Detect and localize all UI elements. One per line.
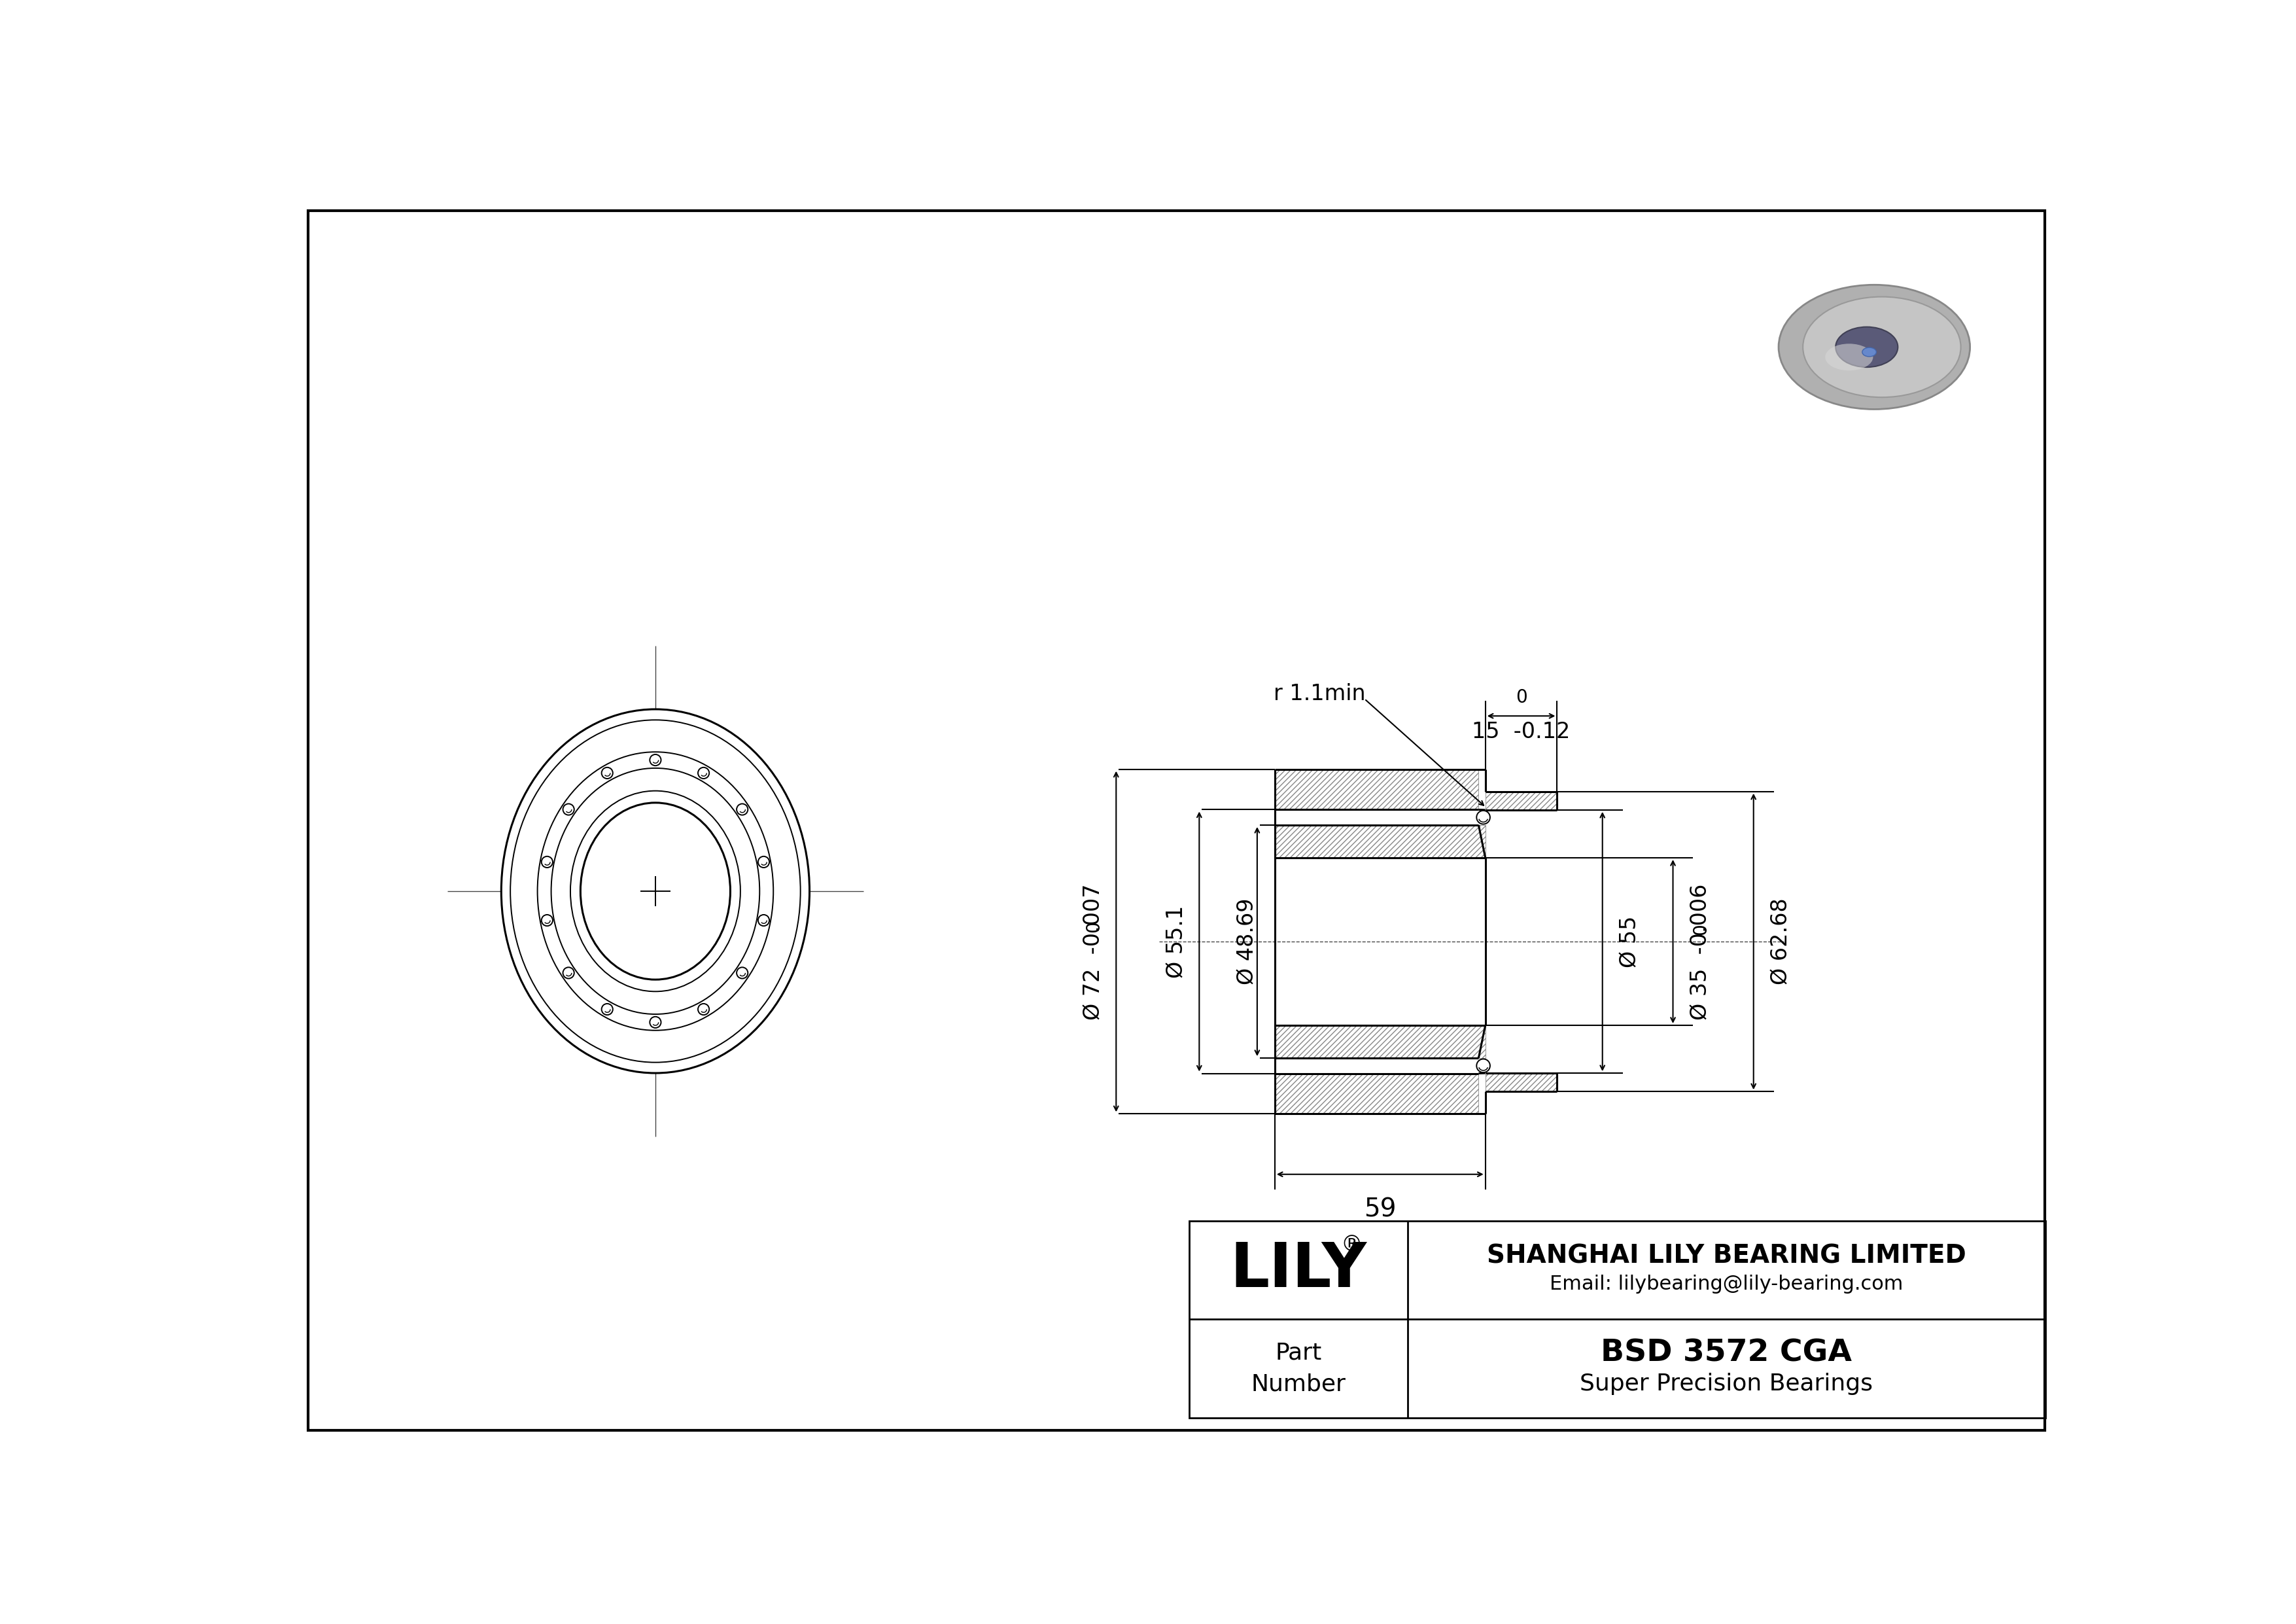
Circle shape: [737, 804, 748, 815]
Ellipse shape: [1835, 326, 1899, 367]
Ellipse shape: [1779, 284, 1970, 409]
Text: Super Precision Bearings: Super Precision Bearings: [1580, 1372, 1874, 1395]
Circle shape: [542, 856, 553, 867]
Ellipse shape: [1862, 348, 1876, 357]
Text: 59: 59: [1364, 1197, 1396, 1221]
Circle shape: [698, 768, 709, 778]
Circle shape: [1476, 810, 1490, 823]
Text: r 1.1min: r 1.1min: [1274, 684, 1366, 705]
Text: Ø 62.68: Ø 62.68: [1770, 898, 1793, 984]
Bar: [1189, 1221, 2046, 1418]
Circle shape: [650, 1017, 661, 1028]
Bar: [1274, 770, 1479, 810]
Text: Ø 35  -0.006: Ø 35 -0.006: [1690, 883, 1711, 1020]
Text: Part
Number: Part Number: [1251, 1341, 1345, 1395]
Text: LILY: LILY: [1231, 1241, 1366, 1301]
Text: Ø 72  -0.007: Ø 72 -0.007: [1084, 883, 1104, 1020]
Ellipse shape: [1802, 297, 1961, 398]
Bar: [1274, 1025, 1486, 1059]
Circle shape: [650, 755, 661, 765]
Text: SHANGHAI LILY BEARING LIMITED: SHANGHAI LILY BEARING LIMITED: [1488, 1244, 1965, 1268]
Circle shape: [758, 914, 769, 926]
Ellipse shape: [569, 791, 739, 992]
Circle shape: [602, 768, 613, 778]
Ellipse shape: [581, 802, 730, 979]
Ellipse shape: [1825, 344, 1874, 370]
Circle shape: [698, 1004, 709, 1015]
Text: 0: 0: [1692, 922, 1711, 935]
Circle shape: [542, 914, 553, 926]
Ellipse shape: [510, 719, 801, 1062]
Text: 15  -0.12: 15 -0.12: [1472, 721, 1570, 742]
Ellipse shape: [501, 708, 810, 1075]
Text: Ø 55.1: Ø 55.1: [1166, 905, 1187, 978]
Bar: [1274, 825, 1486, 857]
Bar: [1486, 1073, 1557, 1091]
Text: 0: 0: [1084, 921, 1102, 932]
Ellipse shape: [551, 768, 760, 1013]
Text: 0: 0: [1515, 689, 1527, 706]
Circle shape: [563, 804, 574, 815]
Circle shape: [1476, 1059, 1490, 1072]
Text: Ø 48.69: Ø 48.69: [1235, 898, 1258, 984]
Ellipse shape: [537, 752, 774, 1030]
Ellipse shape: [501, 710, 810, 1073]
Text: ®: ®: [1341, 1234, 1362, 1255]
Circle shape: [563, 968, 574, 979]
Text: BSD 3572 CGA: BSD 3572 CGA: [1600, 1338, 1853, 1367]
Text: Email: lilybearing@lily-bearing.com: Email: lilybearing@lily-bearing.com: [1550, 1275, 1903, 1294]
Circle shape: [737, 968, 748, 979]
Bar: [1274, 1073, 1479, 1114]
Circle shape: [758, 856, 769, 867]
Text: Ø 55: Ø 55: [1619, 916, 1642, 968]
Circle shape: [602, 1004, 613, 1015]
Bar: [1486, 791, 1557, 810]
